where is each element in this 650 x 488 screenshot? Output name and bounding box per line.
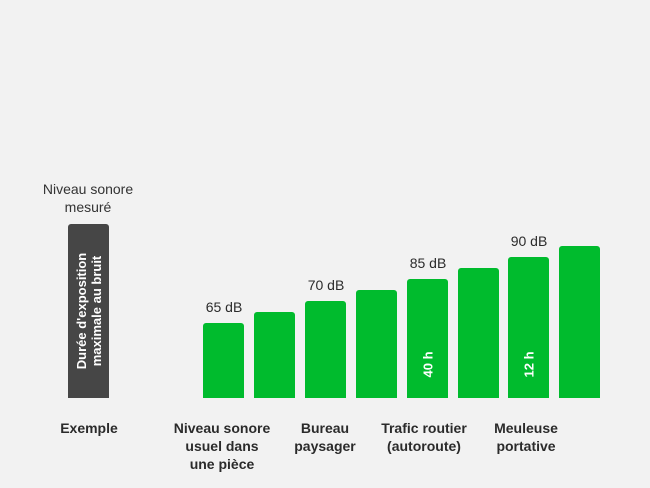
db-label: 90 dB <box>510 233 548 249</box>
category-label: Meuleuse portative <box>471 419 581 455</box>
legend-title-line: mesuré <box>64 199 112 215</box>
legend-title: Niveau sonore mesuré <box>30 180 146 216</box>
legend-bar-line: Durée d'exposition <box>73 252 89 370</box>
db-label: 70 dB <box>307 277 345 293</box>
bar <box>356 290 397 398</box>
category-line: Meuleuse <box>494 420 558 436</box>
category-line: (autoroute) <box>387 438 461 454</box>
bar <box>203 323 244 398</box>
category-line: usuel dans <box>185 438 259 454</box>
legend-bar-label: Durée d'exposition maximale au bruit <box>74 253 104 370</box>
bar <box>458 268 499 398</box>
category-line: Bureau <box>300 420 350 436</box>
duration-label: 40 h <box>420 351 435 378</box>
db-label: 65 dB <box>205 299 243 315</box>
db-label: 85 dB <box>409 255 447 271</box>
bar: 40 h <box>407 279 448 398</box>
legend-category-label: Exemple <box>60 420 118 436</box>
category-line: portative <box>496 438 556 454</box>
category-line: Niveau sonore <box>173 420 271 436</box>
bar <box>254 312 295 398</box>
legend-title-line: Niveau sonore <box>42 181 134 197</box>
category-label: Trafic routier (autoroute) <box>369 419 479 455</box>
category-label: Niveau sonore usuel dans une pièce <box>167 419 277 473</box>
legend-bar: Durée d'exposition maximale au bruit <box>68 224 109 398</box>
duration-label: 12 h <box>521 351 536 378</box>
bar <box>305 301 346 398</box>
category-line: une pièce <box>189 456 255 472</box>
bar <box>559 246 600 398</box>
bar: 12 h <box>508 257 549 398</box>
category-line: Trafic routier <box>381 420 467 436</box>
legend-bar-line: maximale au bruit <box>88 255 104 367</box>
category-line: paysager <box>294 438 356 454</box>
category-label: Bureau paysager <box>270 419 380 455</box>
